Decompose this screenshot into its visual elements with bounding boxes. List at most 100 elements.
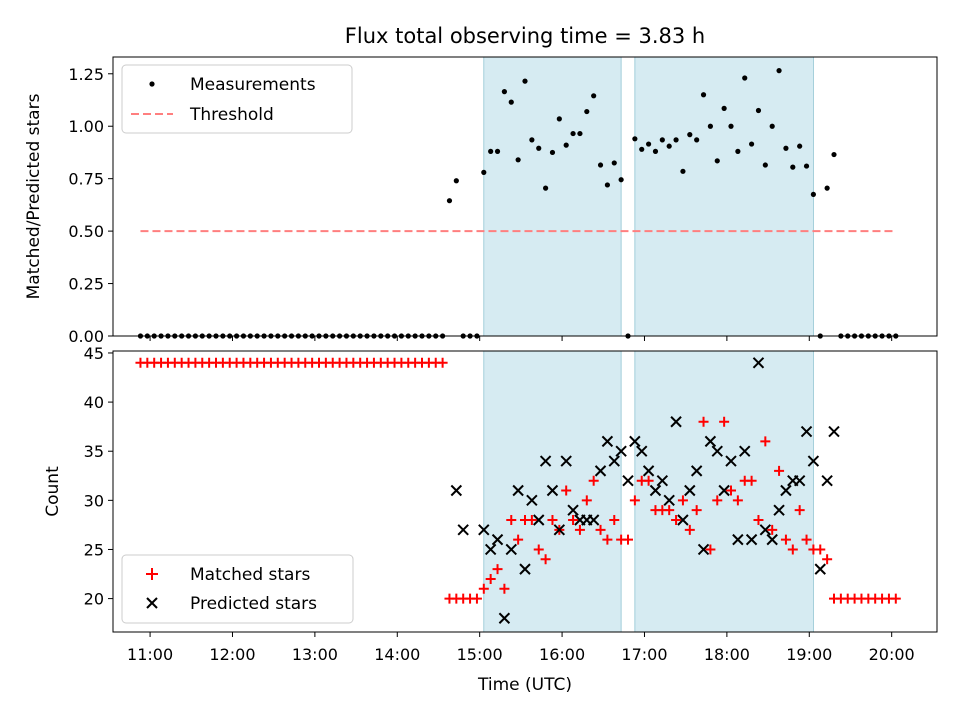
matched-star-point [732, 495, 743, 506]
x-tick-label: 14:00 [374, 645, 420, 664]
measurement-point [522, 78, 528, 84]
legend-label-predicted: Predicted stars [190, 594, 317, 614]
measurement-point [529, 137, 535, 143]
measurement-point [831, 151, 837, 158]
x-tick-label: 13:00 [292, 645, 338, 664]
predicted-star-point [739, 445, 751, 457]
matched-star-point [787, 544, 798, 555]
matched-star-point [726, 485, 736, 496]
matched-star-point [506, 514, 517, 525]
predicted-star-point [807, 455, 820, 467]
bottom-y-tick-label: 30 [84, 491, 104, 510]
legend-label-measurements: Measurements [190, 75, 316, 95]
predicted-star-point [546, 484, 559, 497]
measurement-point [543, 185, 549, 191]
bottom-legend-box [121, 554, 354, 624]
matched-star-point [574, 524, 585, 535]
measurement-point [728, 123, 734, 129]
predicted-star-point [690, 465, 703, 477]
x-tick-label: 20:00 [869, 645, 915, 664]
measurement-point [735, 148, 741, 154]
measurement-point [666, 143, 672, 149]
predicted-star-point [587, 514, 600, 526]
measurement-point [694, 137, 700, 143]
matched-star-point [822, 554, 833, 565]
matched-star-point [526, 514, 537, 525]
measurement-point [742, 75, 748, 81]
measurement-point [604, 182, 611, 188]
predicted-star-point [478, 524, 490, 536]
bottom-y-tick-label: 35 [84, 442, 104, 461]
x-tick-label: 19:00 [786, 645, 832, 664]
measurement-point [721, 105, 727, 111]
x-tick-label: 17:00 [621, 645, 667, 664]
predicted-star-point [814, 563, 826, 575]
measurement-point [652, 148, 659, 154]
bottom-legend: Matched stars Predicted stars [121, 554, 354, 624]
measurement-point [494, 148, 501, 154]
matched-star-point [492, 564, 503, 575]
predicted-star-point [629, 435, 641, 448]
predicted-star-point [766, 533, 778, 546]
predicted-star-point [663, 494, 675, 507]
matched-star-point [719, 416, 730, 427]
measurement-point [556, 116, 562, 122]
predicted-star-point [793, 474, 806, 487]
matched-star-point [890, 593, 901, 604]
matched-star-point [581, 495, 592, 506]
matched-star-point [712, 495, 723, 506]
measurement-point [632, 136, 638, 142]
measurement-point [810, 191, 817, 198]
measurement-point [783, 145, 789, 151]
measurement-point [762, 162, 768, 168]
predicted-star-point [533, 514, 545, 526]
matched-star-point [794, 505, 805, 516]
predicted-star-point [553, 524, 566, 536]
matched-star-point [437, 357, 448, 368]
bottom-y-axis-label: Count [43, 466, 63, 517]
predicted-star-point [484, 543, 497, 556]
top-panel: 0.00 0.25 0.50 0.75 1.00 1.25 Matched/Predict… [24, 56, 938, 346]
predicted-star-point [567, 504, 579, 516]
predicted-star-point [622, 474, 634, 487]
legend-label-matched: Matched stars [190, 565, 310, 585]
measurement-point [776, 68, 782, 74]
bottom-y-tick-label: 25 [84, 540, 104, 559]
matched-star-point [767, 524, 778, 535]
measurement-point [639, 146, 645, 152]
measurement-point [536, 145, 542, 151]
matched-star-point [533, 544, 544, 555]
predicted-star-point [697, 543, 710, 556]
predicted-star-point [773, 504, 785, 516]
measurement-point [687, 132, 693, 138]
predicted-star-point [670, 416, 682, 428]
measurement-point [563, 142, 569, 148]
measurement-point [570, 130, 576, 137]
matched-star-point [602, 534, 613, 545]
matched-star-point [815, 544, 826, 555]
predicted-star-point [505, 543, 517, 556]
matched-star-point [547, 514, 558, 525]
measurement-point [824, 185, 830, 191]
measurement-point [659, 137, 665, 143]
matched-star-point [705, 544, 716, 555]
matched-star-point [774, 465, 785, 476]
bottom-y-tick-label: 20 [84, 590, 104, 609]
predicted-star-point [457, 524, 469, 536]
predicted-star-point [656, 474, 669, 487]
top-y-tick-label: 1.00 [68, 117, 104, 136]
matched-star-point [478, 583, 489, 594]
matched-star-point [691, 505, 702, 516]
matched-star-point [684, 524, 695, 535]
matched-star-point [801, 534, 812, 545]
top-y-tick-label: 0.00 [68, 327, 104, 346]
predicted-star-point [759, 524, 772, 536]
matched-star-point [760, 436, 771, 447]
measurement-point [797, 143, 803, 149]
top-y-tick-label: 0.50 [68, 222, 104, 241]
predicted-star-point [684, 484, 696, 497]
predicted-star-point [594, 465, 607, 477]
matched-star-point [561, 485, 572, 496]
x-tick-label: 12:00 [209, 645, 255, 664]
top-y-tick-label: 0.75 [68, 170, 104, 189]
